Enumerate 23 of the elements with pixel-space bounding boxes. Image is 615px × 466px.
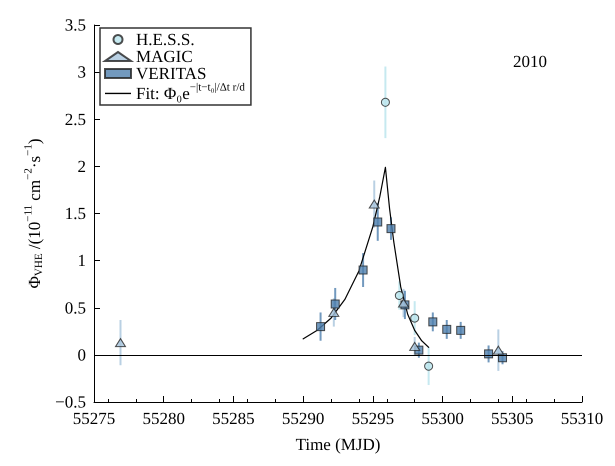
- y-tick-label: 0: [78, 345, 86, 364]
- y-tick-label: 2.5: [64, 110, 86, 129]
- y-tick-label: −0.5: [55, 392, 86, 412]
- legend-label: VERITAS: [136, 64, 206, 83]
- annotation: 2010: [513, 52, 547, 71]
- y-tick-label: 2: [78, 156, 86, 176]
- x-tick-label: 55305: [491, 409, 534, 428]
- y-tick-label: 1: [78, 251, 86, 270]
- y-tick-label: 3.5: [64, 16, 86, 34]
- legend-label: H.E.S.S.: [136, 30, 195, 49]
- x-tick-label: 55280: [142, 409, 185, 428]
- y-tick-label: 3: [78, 62, 86, 82]
- x-tick-label: 55285: [212, 409, 255, 428]
- y-tick-label: 0.5: [64, 298, 86, 318]
- x-axis-title: Time (MJD): [296, 435, 380, 454]
- x-tick-label: 55295: [352, 409, 394, 428]
- x-tick-label: 55300: [421, 409, 464, 428]
- x-tick-label: 55290: [282, 409, 324, 428]
- text: ΦVHE /(10−11 cm−2·s−1): [22, 138, 45, 289]
- y-tick-label: 1.5: [64, 204, 86, 223]
- legend-label: MAGIC: [136, 47, 193, 66]
- x-tick-label: 55275: [72, 409, 116, 428]
- x-tick-label: 55310: [560, 409, 604, 428]
